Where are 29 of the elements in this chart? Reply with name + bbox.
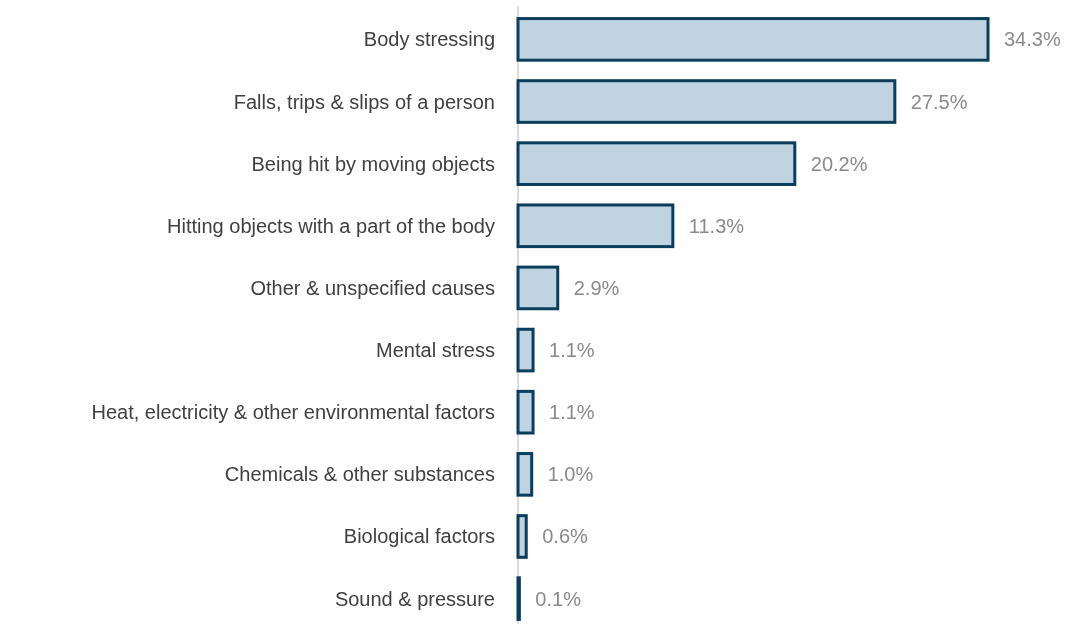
y-tick-label: Hitting objects with a part of the body xyxy=(167,214,495,237)
data-label: 2.9% xyxy=(573,276,620,299)
data-label: 1.0% xyxy=(547,463,594,486)
y-tick-label: Biological factors xyxy=(343,525,495,548)
bar xyxy=(516,327,535,373)
bar xyxy=(516,203,675,249)
y-tick-label: Chemicals & other substances xyxy=(224,463,495,486)
y-tick-label: Falls, trips & slips of a person xyxy=(233,90,495,113)
y-tick-label: Body stressing xyxy=(363,28,495,51)
data-label: 1.1% xyxy=(549,401,595,424)
bar xyxy=(516,79,897,124)
y-tick-label: Mental stress xyxy=(376,339,495,362)
data-label: 20.2% xyxy=(810,152,868,175)
bar xyxy=(516,265,560,311)
data-label: 11.3% xyxy=(688,214,745,237)
y-tick-label: Other & unspecified causes xyxy=(250,276,495,299)
data-label: 0.1% xyxy=(535,587,582,610)
data-label: 1.1% xyxy=(549,339,595,362)
bar xyxy=(516,17,990,62)
bar xyxy=(516,389,535,435)
bar xyxy=(516,452,534,497)
data-label: 0.6% xyxy=(542,525,589,548)
bar xyxy=(516,141,797,186)
y-tick-label: Being hit by moving objects xyxy=(251,152,495,175)
data-label: 27.5% xyxy=(910,90,968,113)
data-label: 34.3% xyxy=(1004,28,1061,51)
bar xyxy=(516,514,528,559)
y-tick-label: Heat, electricity & other environmental factors xyxy=(91,401,495,424)
y-tick-label: Sound & pressure xyxy=(334,587,495,610)
